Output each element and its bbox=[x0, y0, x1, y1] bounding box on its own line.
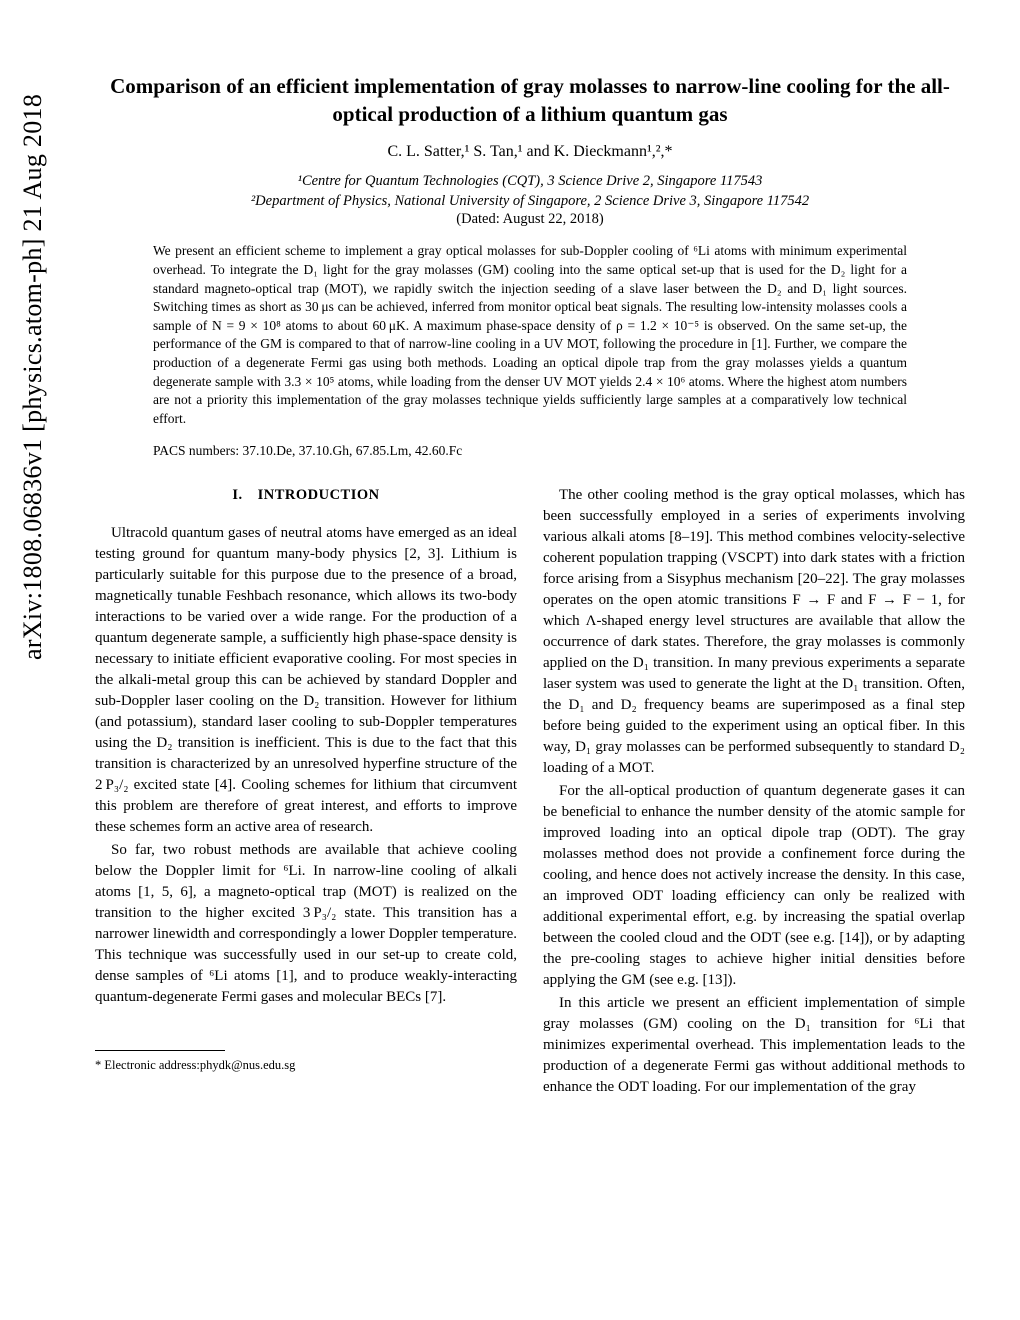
body-paragraph: For the all-optical production of quantu… bbox=[543, 781, 965, 991]
section-heading-intro: I. INTRODUCTION bbox=[95, 485, 517, 505]
abstract-block: We present an efficient scheme to implem… bbox=[153, 242, 907, 428]
two-column-body: I. INTRODUCTION Ultracold quantum gases … bbox=[95, 485, 965, 1100]
footnote-text: * Electronic address:phydk@nus.edu.sg bbox=[95, 1057, 517, 1075]
paper-title: Comparison of an efficient implementatio… bbox=[95, 72, 965, 129]
paper-content: Comparison of an efficient implementatio… bbox=[95, 72, 965, 1100]
authors-line: C. L. Satter,¹ S. Tan,¹ and K. Dieckmann… bbox=[95, 143, 965, 161]
body-paragraph: The other cooling method is the gray opt… bbox=[543, 485, 965, 779]
dated-line: (Dated: August 22, 2018) bbox=[95, 211, 965, 228]
affiliation-1: ¹Centre for Quantum Technologies (CQT), … bbox=[95, 171, 965, 191]
pacs-line: PACS numbers: 37.10.De, 37.10.Gh, 67.85.… bbox=[153, 443, 907, 459]
body-paragraph: Ultracold quantum gases of neutral atoms… bbox=[95, 523, 517, 838]
right-column: The other cooling method is the gray opt… bbox=[543, 485, 965, 1100]
left-column: I. INTRODUCTION Ultracold quantum gases … bbox=[95, 485, 517, 1100]
body-paragraph: In this article we present an efficient … bbox=[543, 993, 965, 1098]
body-paragraph: So far, two robust methods are available… bbox=[95, 840, 517, 1008]
affiliation-2: ²Department of Physics, National Univers… bbox=[95, 191, 965, 211]
footnote-rule bbox=[95, 1050, 225, 1051]
arxiv-stamp: arXiv:1808.06836v1 [physics.atom-ph] 21 … bbox=[18, 94, 48, 660]
